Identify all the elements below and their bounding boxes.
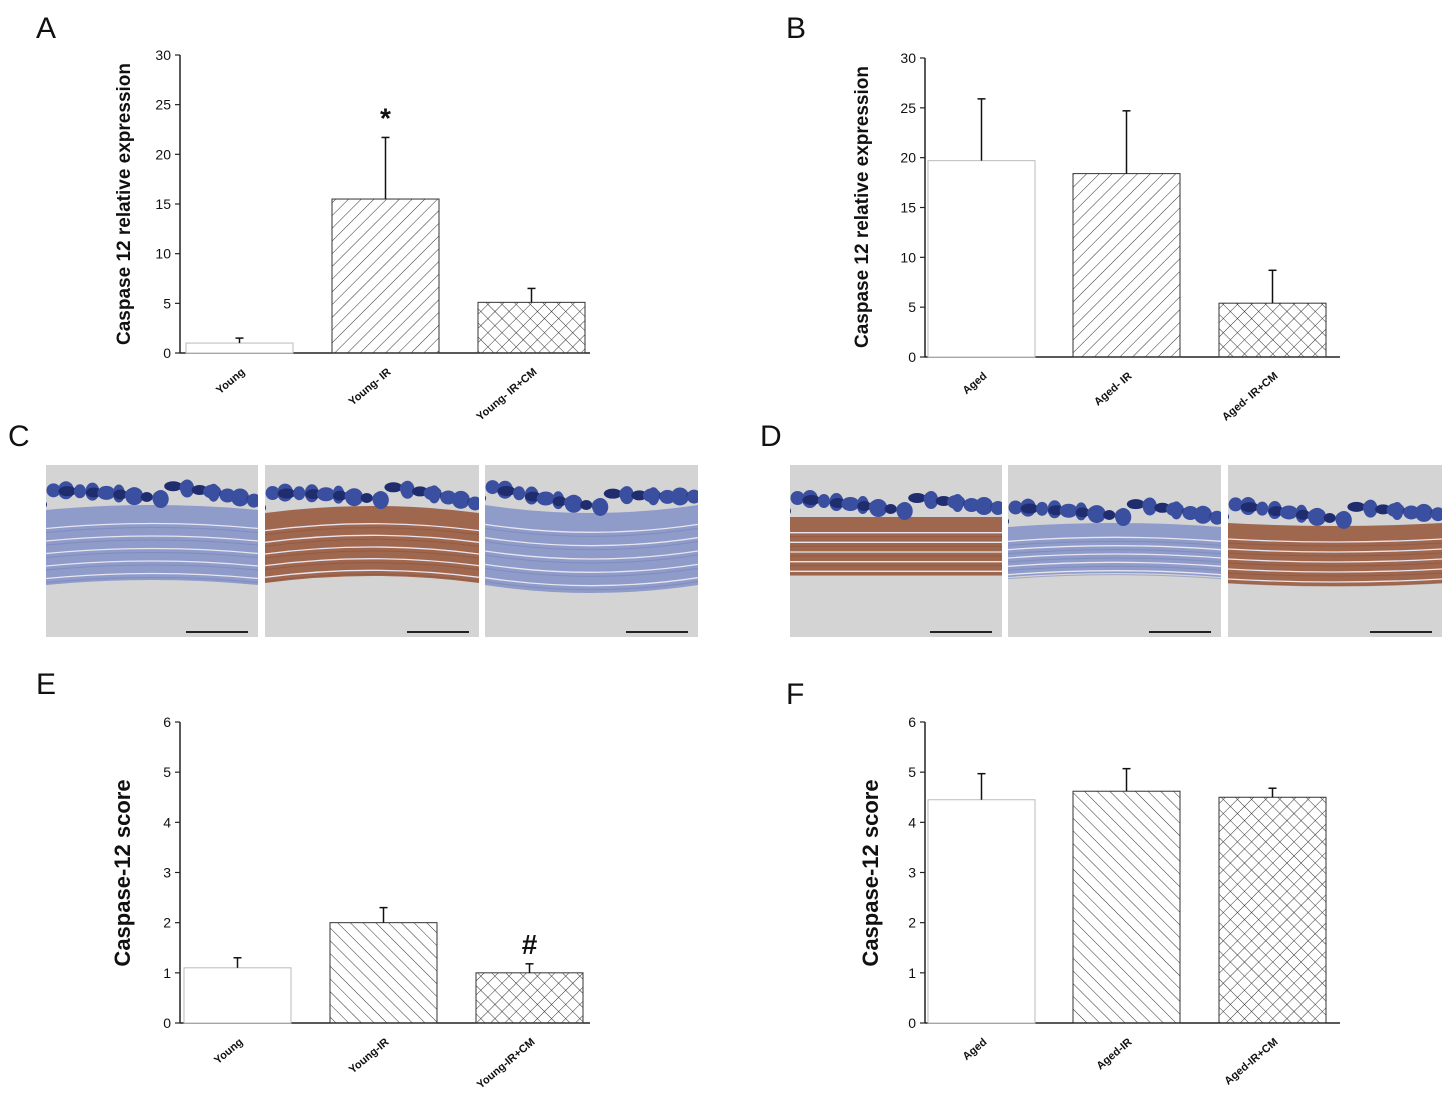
y-tick-label: 10 (900, 249, 916, 265)
chart-e: 0 1 2 3 4 5 6 Caspase-12 score Young Young-IR # You… (110, 714, 590, 1091)
micrograph-c-young-ir-cm (485, 465, 698, 637)
x-tick-label: Aged-IR (1094, 1036, 1134, 1072)
bar-2 (331, 198, 440, 354)
scale-bar (626, 631, 688, 633)
y-tick-label: 2 (908, 915, 916, 931)
y-tick-label: 5 (908, 299, 916, 315)
y-axis-label: Caspase-12 score (110, 779, 135, 966)
y-tick-label: 6 (908, 714, 916, 730)
x-tick-label: Young (214, 366, 247, 397)
x-tick-label: Aged- IR+CM (1220, 370, 1280, 423)
x-tick-label: Aged-IR+CM (1222, 1036, 1280, 1087)
x-tick-label: Young- IR+CM (475, 366, 540, 423)
bar-2 (1072, 173, 1181, 358)
scale-bar (186, 631, 248, 633)
tissue-section-image (485, 480, 698, 593)
bar-3 (477, 301, 586, 354)
bar-1 (183, 967, 292, 1024)
bar-1 (927, 160, 1036, 358)
micrograph-strip-d (790, 465, 1442, 637)
y-tick-label: 0 (908, 1015, 916, 1031)
tissue-section-image (1008, 497, 1221, 580)
scale-bar (407, 631, 469, 633)
scale-bar (1370, 631, 1432, 633)
significance-mark: # (522, 929, 538, 960)
bar-3 (1218, 302, 1327, 358)
y-axis-label: Caspase-12 score (858, 779, 883, 966)
y-tick-label: 15 (155, 196, 171, 212)
y-tick-label: 30 (155, 47, 171, 63)
chart-b: 0 5 10 15 20 25 30 Caspase 12 relative expressi… (852, 50, 1340, 423)
bar-3 (475, 972, 584, 1024)
y-tick-label: 10 (155, 246, 171, 262)
y-tick-label: 4 (908, 814, 916, 830)
micrograph-c-young-ir (265, 465, 479, 637)
tissue-section-image (46, 479, 258, 585)
x-tick-label: Young (212, 1036, 245, 1067)
y-tick-label: 1 (163, 965, 171, 981)
y-tick-label: 6 (163, 714, 171, 730)
y-tick-label: 5 (163, 764, 171, 780)
bar-3 (1218, 796, 1327, 1024)
y-tick-label: 0 (163, 1015, 171, 1031)
y-tick-label: 3 (163, 865, 171, 881)
x-tick-label: Young-IR (347, 1036, 392, 1076)
y-tick-label: 25 (900, 100, 916, 116)
tissue-section-image (1228, 497, 1442, 587)
significance-mark: * (380, 102, 391, 133)
micrograph-c-young (46, 465, 258, 637)
y-tick-label: 1 (908, 965, 916, 981)
y-tick-label: 0 (908, 349, 916, 365)
y-tick-label: 25 (155, 97, 171, 113)
y-axis-label: Caspase 12 relative expression (852, 66, 873, 348)
y-tick-label: 0 (163, 345, 171, 361)
x-tick-label: Aged- IR (1092, 370, 1134, 408)
x-tick-label: Young- IR (347, 366, 394, 408)
y-tick-label: 5 (908, 764, 916, 780)
scale-bar (1149, 631, 1211, 633)
bar-1 (927, 799, 1036, 1024)
panel-letter-d: D (760, 420, 782, 453)
y-axis-label: Caspase 12 relative expression (114, 63, 135, 345)
chart-a: 0 5 10 15 20 25 30 Caspase 12 relative expressi… (114, 47, 590, 423)
tissue-section-image (265, 480, 479, 583)
bar-2 (1072, 790, 1181, 1024)
micrograph-strip-c (46, 465, 698, 637)
y-tick-label: 4 (163, 814, 171, 830)
bar-2 (329, 922, 438, 1024)
tissue-section-image (790, 490, 1002, 576)
panel-letter-c: C (8, 420, 30, 453)
y-tick-label: 5 (163, 295, 171, 311)
y-tick-label: 2 (163, 915, 171, 931)
scale-bar (930, 631, 992, 633)
y-tick-label: 3 (908, 865, 916, 881)
y-tick-label: 15 (900, 200, 916, 216)
x-tick-label: Aged (961, 370, 990, 397)
chart-f: 0 1 2 3 4 5 6 Caspase-12 score Aged Aged-IR Aged-I… (858, 714, 1340, 1088)
panel-letter-e: E (36, 668, 57, 701)
x-tick-label: Aged (961, 1036, 990, 1063)
y-tick-label: 30 (900, 50, 916, 66)
bar-1 (185, 342, 294, 354)
panel-letter-a: A (36, 12, 57, 45)
micrograph-d-aged (790, 465, 1002, 637)
micrograph-d-aged-ir (1008, 465, 1221, 637)
y-tick-label: 20 (900, 150, 916, 166)
y-tick-label: 20 (155, 146, 171, 162)
panel-letter-f: F (786, 678, 805, 711)
micrograph-d-aged-ir-cm (1228, 465, 1442, 637)
panel-letter-b: B (786, 12, 807, 45)
x-tick-label: Young-IR+CM (475, 1036, 538, 1091)
